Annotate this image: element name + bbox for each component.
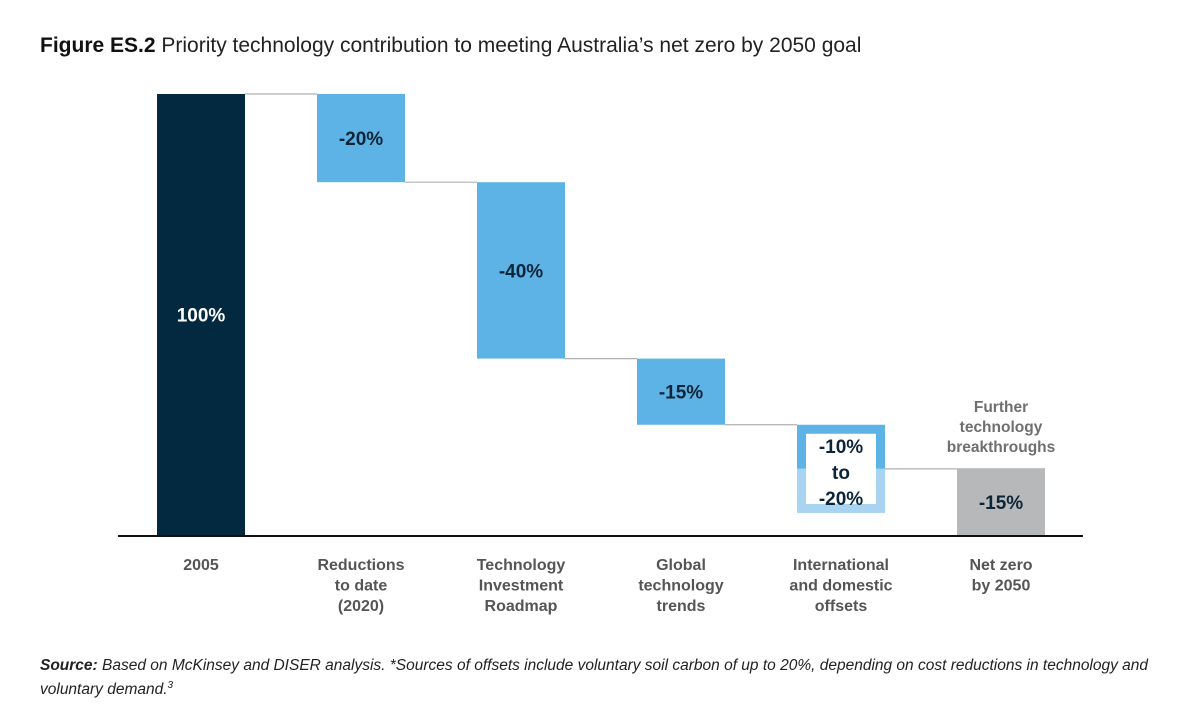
annotation-text: technology [960,419,1043,436]
offset-label-box [806,433,876,504]
annotation-text: breakthroughs [947,439,1056,456]
source-note: Source: Based on McKinsey and DISER anal… [40,656,1150,700]
category-label: Roadmap [485,598,558,615]
category-label: Reductions [317,557,404,574]
category-label: (2020) [338,598,384,615]
bar-value-label: -15% [659,383,703,404]
category-label: Global [656,557,706,574]
figure-title: Figure ES.2 Priority technology contribu… [40,34,861,58]
category-label: by 2050 [972,578,1031,595]
figure-number: Figure ES.2 [40,34,156,57]
bar-value-label: to [832,463,850,484]
bar-value-label: -20% [339,129,383,150]
source-footnote: 3 [167,680,174,691]
category-label: trends [657,598,706,615]
bar-2005 [157,94,245,535]
bar-value-label: 100% [177,306,226,327]
source-label: Source: [40,657,98,674]
bar-value-label: -40% [499,261,543,282]
waterfall-chart: 100% 2005 -20% Reductions to date (2020) -40% T… [118,93,1083,615]
category-label: Technology [477,557,566,574]
category-label: to date [335,578,388,595]
category-label: and domestic [789,578,892,595]
figure-title-text: Priority technology contribution to meet… [161,34,862,57]
bar-value-label: -20% [819,489,863,510]
bar-value-label: -15% [979,493,1023,514]
bar-reduction [637,358,725,425]
category-label: Net zero [969,557,1032,574]
bar-net-zero [957,468,1045,535]
category-label: 2005 [183,557,219,574]
annotation-text: Further [974,399,1028,416]
category-label: Investment [479,578,564,595]
bar-reduction [477,182,565,359]
bar-value-label: -10% [819,437,863,458]
category-label: International [793,557,889,574]
category-label: offsets [815,598,868,615]
bar-reduction [317,94,405,183]
source-text: Based on McKinsey and DISER analysis. *S… [40,657,1149,699]
category-label: technology [638,578,723,595]
